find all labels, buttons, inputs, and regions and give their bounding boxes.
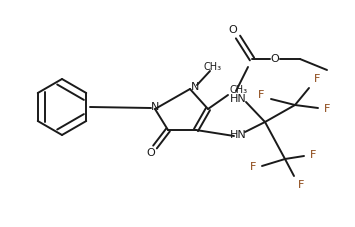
Text: N: N — [151, 102, 159, 112]
Text: F: F — [298, 180, 304, 190]
Text: O: O — [147, 148, 155, 158]
Text: CH₃: CH₃ — [230, 85, 248, 95]
Text: F: F — [250, 162, 256, 172]
Text: N: N — [191, 82, 199, 92]
Text: O: O — [229, 25, 237, 35]
Text: CH₃: CH₃ — [203, 62, 221, 72]
Text: F: F — [324, 104, 330, 114]
Text: HN: HN — [230, 94, 246, 104]
Text: HN: HN — [230, 130, 246, 140]
Text: F: F — [314, 74, 320, 84]
Text: O: O — [271, 54, 279, 64]
Text: F: F — [310, 150, 316, 160]
Text: F: F — [258, 90, 264, 100]
